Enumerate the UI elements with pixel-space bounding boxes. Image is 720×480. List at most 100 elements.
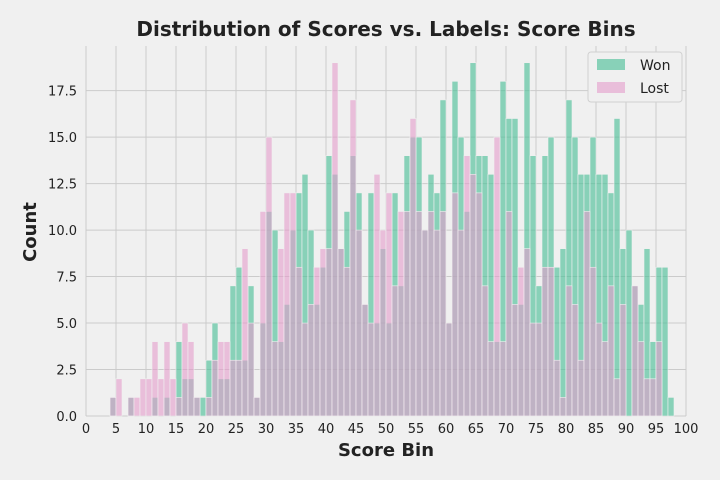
bar-won	[559, 248, 567, 417]
bar-lost	[313, 266, 321, 417]
x-tick-label: 80	[558, 422, 575, 437]
bar-won	[625, 229, 633, 417]
x-tick-label: 40	[318, 422, 335, 437]
bar-lost	[367, 322, 375, 417]
bar-lost	[577, 359, 585, 417]
y-tick-label: 10.0	[48, 224, 77, 239]
bar-lost	[187, 341, 195, 417]
bar-lost	[421, 229, 429, 417]
y-tick-label: 7.5	[56, 271, 77, 286]
legend-label-lost: Lost	[640, 81, 669, 97]
bar-lost	[529, 322, 537, 417]
x-tick-label: 45	[348, 422, 365, 437]
bar-lost	[439, 211, 447, 417]
bar-lost	[355, 229, 363, 417]
bar-lost	[343, 266, 351, 417]
bar-lost	[223, 341, 231, 417]
bar-lost	[445, 322, 453, 417]
bar-lost	[373, 173, 381, 417]
bar-lost	[301, 322, 309, 417]
bar-lost	[613, 378, 621, 417]
x-tick-label: 50	[378, 422, 395, 437]
y-tick-label: 5.0	[56, 317, 77, 332]
bar-lost	[601, 341, 609, 417]
bar-lost	[463, 155, 471, 417]
bar-lost	[583, 211, 591, 417]
bar-lost	[319, 248, 327, 417]
bar-lost	[571, 304, 579, 417]
bar-lost	[271, 341, 279, 417]
bar-lost	[433, 229, 441, 417]
y-tick-label: 0.0	[56, 410, 77, 425]
x-tick-label: 100	[674, 422, 699, 437]
bar-lost	[505, 211, 513, 417]
bar-lost	[451, 192, 459, 417]
chart-title: Distribution of Scores vs. Labels: Score…	[136, 17, 635, 41]
x-tick-label: 0	[82, 422, 90, 437]
bar-lost	[475, 192, 483, 417]
bar-lost	[109, 397, 117, 417]
bar-lost	[127, 397, 135, 417]
bars	[109, 62, 675, 417]
bar-lost	[397, 211, 405, 417]
bar-lost	[523, 248, 531, 417]
bar-lost	[415, 211, 423, 417]
bar-lost	[649, 378, 657, 417]
bar-lost	[385, 192, 393, 417]
y-axis-title: Count	[20, 202, 41, 262]
bar-lost	[553, 359, 561, 417]
y-tick-label: 15.0	[48, 131, 77, 146]
bar-lost	[157, 378, 165, 417]
bar-lost	[331, 62, 339, 417]
bar-lost	[403, 211, 411, 417]
bar-won	[199, 397, 207, 417]
bar-lost	[151, 341, 159, 417]
legend-swatch-lost	[597, 82, 625, 93]
bar-lost	[115, 378, 123, 417]
bar-lost	[643, 378, 651, 417]
bar-lost	[349, 99, 357, 417]
x-tick-label: 25	[228, 422, 245, 437]
bar-lost	[205, 397, 213, 417]
x-tick-label: 30	[258, 422, 275, 437]
legend-swatch-won	[597, 59, 625, 70]
bar-lost	[565, 285, 573, 417]
bar-lost	[337, 248, 345, 417]
y-tick-label: 12.5	[48, 178, 77, 193]
bar-lost	[211, 359, 219, 417]
bar-lost	[235, 359, 243, 417]
bar-lost	[361, 304, 369, 417]
x-axis-title: Score Bin	[338, 440, 434, 461]
bar-lost	[499, 341, 507, 417]
bar-lost	[589, 266, 597, 417]
bar-lost	[307, 304, 315, 417]
bar-lost	[493, 136, 501, 417]
bar-lost	[457, 229, 465, 417]
x-tick-label: 60	[438, 422, 455, 437]
x-tick-label: 10	[138, 422, 155, 437]
bar-lost	[535, 322, 543, 417]
bar-lost	[163, 341, 171, 417]
bar-lost	[277, 248, 285, 417]
series-lost	[109, 62, 663, 417]
bar-lost	[631, 285, 639, 417]
bar-lost	[541, 266, 549, 417]
bar-lost	[265, 136, 273, 417]
bar-lost	[511, 304, 519, 417]
bar-lost	[619, 304, 627, 417]
x-tick-label: 55	[408, 422, 425, 437]
x-tick-label: 90	[618, 422, 635, 437]
x-tick-label: 20	[198, 422, 215, 437]
bar-lost	[637, 341, 645, 417]
bar-lost	[133, 397, 141, 417]
bar-lost	[325, 248, 333, 417]
y-tick-label: 2.5	[56, 364, 77, 379]
bar-lost	[145, 378, 153, 417]
x-tick-label: 95	[648, 422, 665, 437]
bar-lost	[391, 285, 399, 417]
x-tick-label: 70	[498, 422, 515, 437]
bar-won	[613, 118, 621, 417]
bar-lost	[487, 341, 495, 417]
